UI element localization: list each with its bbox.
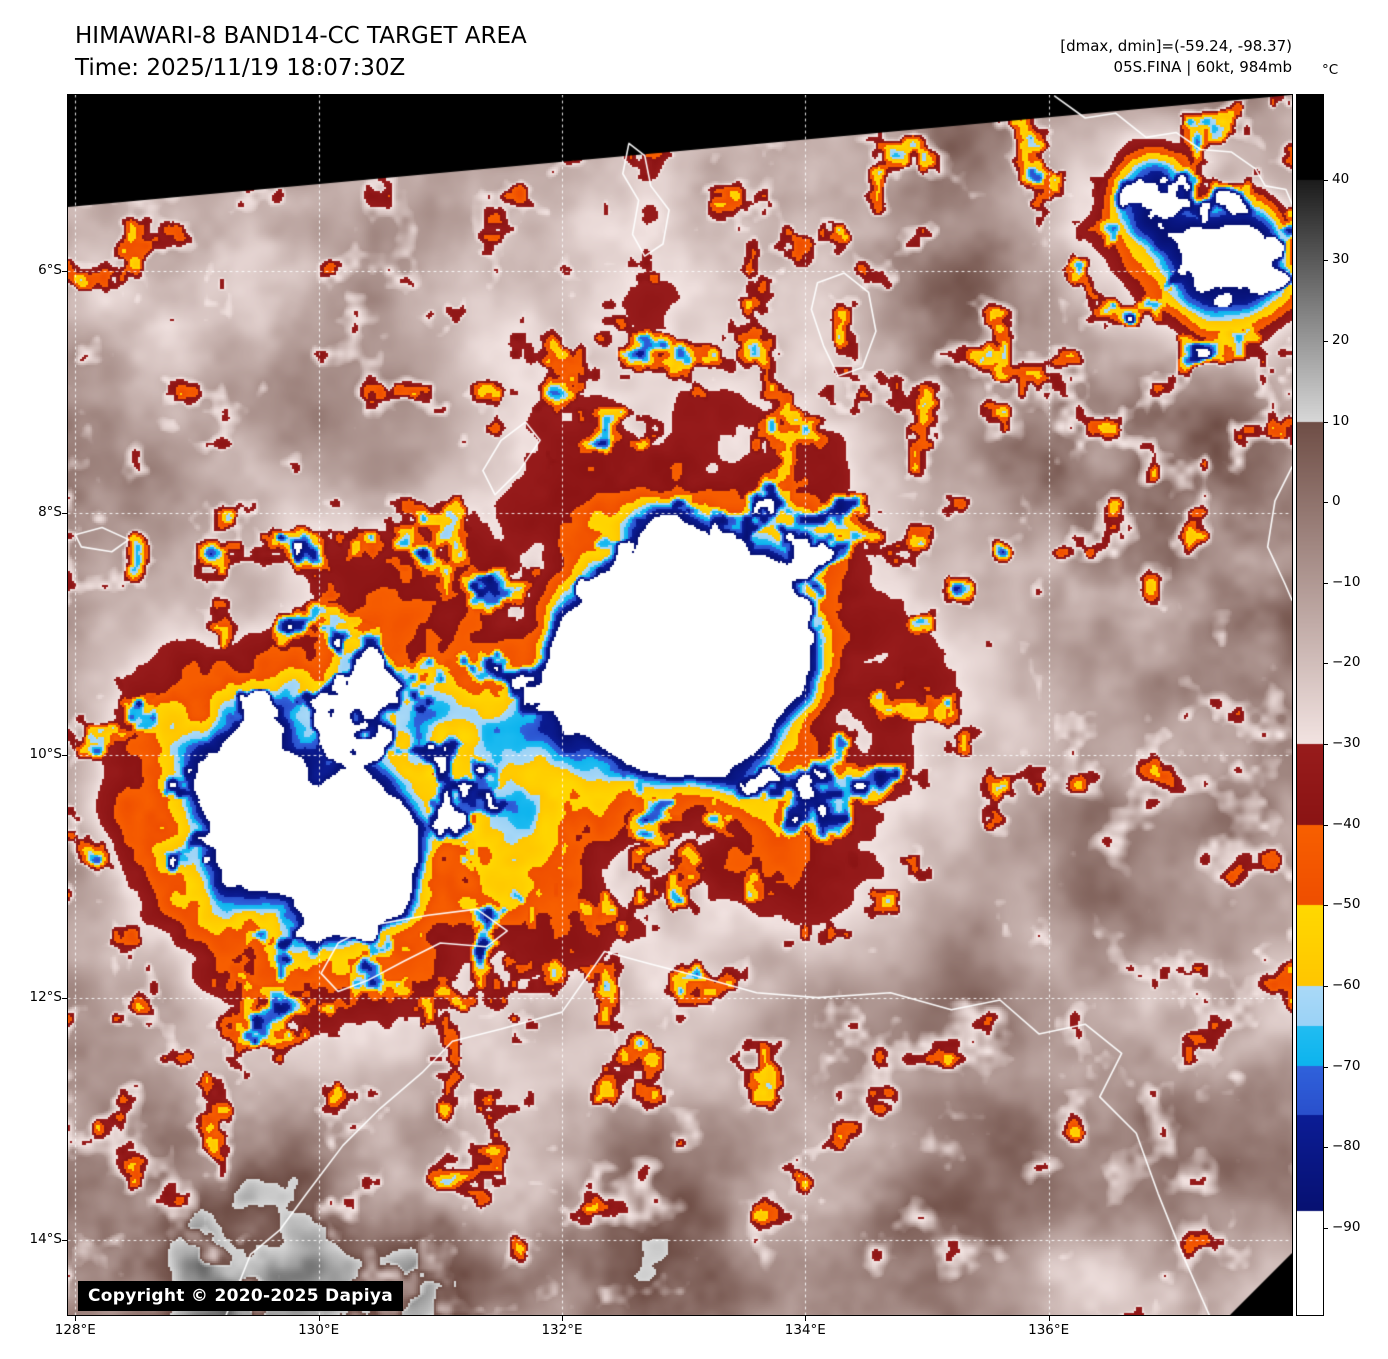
dmax-dmin-readout: [dmax, dmin]=(-59.24, -98.37)	[1060, 37, 1292, 55]
lat-tickmark	[62, 997, 67, 999]
colorbar-tickmark	[1324, 582, 1328, 584]
colorbar-tickmark	[1324, 986, 1328, 987]
colorbar-tick-label: −50	[1332, 896, 1361, 913]
lon-tick-label: 134°E	[784, 1322, 826, 1338]
copyright-badge: Copyright © 2020-2025 Dapiya	[78, 1281, 403, 1311]
colorbar-unit-label: °C	[1322, 62, 1339, 78]
colorbar-tick-label: −60	[1332, 977, 1361, 993]
satellite-image-canvas	[68, 95, 1292, 1315]
colorbar-tick-label: −90	[1332, 1218, 1361, 1235]
lat-tick-label: 12°S	[29, 988, 63, 1005]
colorbar-tick-label: 20	[1332, 331, 1350, 348]
colorbar-tickmark	[1324, 421, 1328, 423]
lon-tickmark	[1048, 1316, 1050, 1321]
colorbar-tick-label: 40	[1332, 170, 1350, 187]
lon-tickmark	[318, 1316, 320, 1321]
colorbar-tickmark	[1324, 260, 1328, 262]
colorbar-tickmark	[1324, 340, 1328, 342]
lon-tickmark	[75, 1316, 77, 1321]
lon-tick-label: 128°E	[54, 1322, 96, 1338]
colorbar-tick-label: −30	[1332, 735, 1361, 752]
lat-tick-label: 10°S	[29, 746, 63, 763]
lon-tick-label: 136°E	[1028, 1322, 1070, 1338]
lat-tickmark	[62, 512, 67, 514]
colorbar-tick-label: 10	[1332, 412, 1350, 429]
colorbar-tick-label: −20	[1332, 654, 1361, 671]
colorbar-tick-label: 30	[1332, 251, 1350, 268]
colorbar-tickmark	[1324, 1066, 1328, 1068]
colorbar-tickmark	[1324, 1147, 1328, 1149]
colorbar-tickmark	[1324, 1227, 1328, 1229]
colorbar-tick-label: −80	[1332, 1138, 1361, 1155]
colorbar-canvas	[1297, 95, 1323, 1315]
lat-tickmark	[62, 1239, 67, 1241]
lat-tickmark	[62, 270, 67, 272]
storm-info-readout: 05S.FINA | 60kt, 984mb	[1113, 58, 1292, 76]
colorbar-tick-label: 0	[1332, 493, 1341, 510]
lat-tick-label: 8°S	[38, 503, 62, 520]
header: HIMAWARI-8 BAND14-CC TARGET AREA Time: 2…	[75, 20, 527, 84]
lon-tickmark	[805, 1316, 807, 1321]
colorbar-tick-label: −40	[1332, 815, 1361, 832]
colorbar-tickmark	[1324, 905, 1328, 907]
lat-tick-label: 14°S	[29, 1230, 63, 1247]
lon-tick-label: 132°E	[541, 1322, 583, 1338]
temperature-colorbar	[1296, 94, 1324, 1316]
lat-tickmark	[62, 755, 67, 757]
colorbar-tick-label: −70	[1332, 1057, 1361, 1074]
header-annotations: [dmax, dmin]=(-59.24, -98.37) 05S.FINA |…	[1060, 36, 1292, 78]
colorbar-tickmark	[1324, 744, 1328, 746]
colorbar-tick-label: −10	[1332, 573, 1361, 590]
image-title: HIMAWARI-8 BAND14-CC TARGET AREA	[75, 23, 527, 49]
colorbar-tickmark	[1324, 663, 1328, 665]
lon-tickmark	[561, 1316, 563, 1321]
lon-tick-label: 130°E	[298, 1322, 340, 1338]
colorbar-tickmark	[1324, 502, 1328, 504]
satellite-map: Copyright © 2020-2025 Dapiya	[67, 94, 1293, 1316]
colorbar-tickmark	[1324, 179, 1328, 181]
colorbar-tickmark	[1324, 824, 1328, 826]
lat-tick-label: 6°S	[38, 261, 62, 278]
image-timestamp: Time: 2025/11/19 18:07:30Z	[75, 55, 406, 81]
